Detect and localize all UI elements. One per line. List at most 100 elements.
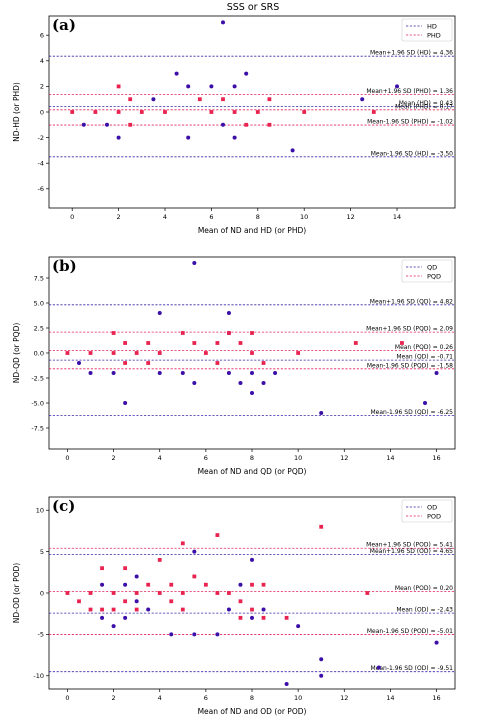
data-point-pqd — [261, 361, 266, 365]
data-point-phd — [116, 110, 121, 114]
x-tick-label: 10 — [294, 454, 302, 462]
legend-label: QD — [427, 263, 437, 271]
data-point-pqd — [157, 351, 162, 355]
legend-label: PQD — [427, 272, 441, 280]
reference-line-label: Mean (PQD) = 0.26 — [395, 344, 453, 351]
data-point-qd — [434, 371, 439, 375]
data-point-qd — [111, 371, 116, 375]
y-tick-label: -7.5 — [31, 424, 44, 432]
y-tick-label: -4 — [38, 160, 44, 168]
data-point-pqd — [111, 351, 116, 355]
data-point-hd — [186, 84, 191, 89]
reference-line-label: Mean-1.96 SD (POD) = -5.01 — [367, 628, 453, 635]
reference-line-label: Mean-1.96 SD (OD) = -9.51 — [370, 665, 453, 672]
panel-3: 0 2 4 6 8 10 12 14 16 -10 -5 0 5 10 Mean of ND and OD … — [12, 496, 456, 716]
data-point-phd — [116, 84, 121, 89]
data-point-hd — [232, 135, 237, 140]
y-tick-label: -5.0 — [31, 399, 44, 407]
data-point-pqd — [180, 331, 185, 335]
data-point-qd — [180, 371, 185, 375]
data-point-hd — [395, 84, 399, 89]
data-point-phd — [93, 110, 98, 114]
x-tick-label: 12 — [346, 213, 354, 221]
y-tick-label: -10 — [33, 672, 44, 680]
data-point-hd — [232, 84, 237, 89]
x-tick-label: 10 — [300, 213, 308, 221]
data-point-pqd — [88, 351, 93, 355]
data-point-pod — [180, 591, 185, 595]
data-point-phd — [267, 122, 272, 127]
y-tick-label: 0 — [40, 589, 44, 597]
x-tick-label: 14 — [386, 454, 394, 462]
data-point-phd — [197, 97, 202, 102]
data-point-pod — [123, 566, 128, 571]
data-point-hd — [81, 122, 86, 127]
x-tick-label: 8 — [250, 454, 254, 462]
data-point-hd — [186, 135, 191, 140]
data-point-pod — [146, 582, 151, 587]
data-point-phd — [128, 97, 133, 102]
legend-box — [401, 499, 453, 523]
data-point-pod — [203, 582, 208, 587]
data-point-od — [111, 624, 116, 629]
data-point-pqd — [203, 351, 208, 355]
data-point-pqd — [134, 351, 139, 355]
data-point-hd — [221, 20, 225, 25]
data-point-hd — [105, 122, 109, 127]
x-tick-label: 12 — [340, 694, 348, 702]
data-point-pod — [111, 591, 116, 595]
reference-line-label: Mean-1.96 SD (HD) = -3.50 — [371, 150, 453, 157]
legend-label: PHD — [427, 31, 441, 39]
data-point-od — [134, 574, 139, 579]
data-point-qd — [319, 411, 324, 415]
x-tick-label: 2 — [117, 213, 121, 221]
data-point-pod — [100, 566, 104, 571]
data-point-qd — [123, 401, 128, 405]
y-tick-label: 2 — [40, 83, 44, 91]
data-point-od — [376, 665, 381, 670]
data-point-hd — [221, 122, 225, 127]
data-point-phd — [128, 122, 133, 127]
x-tick-label: 2 — [112, 454, 116, 462]
x-tick-label: 8 — [256, 213, 260, 221]
data-point-pqd — [250, 351, 254, 355]
y-tick-label: 7.5 — [34, 274, 44, 282]
data-point-hd — [244, 71, 249, 76]
data-point-pod — [65, 591, 70, 595]
data-point-hd — [209, 84, 214, 89]
data-point-phd — [209, 110, 214, 114]
data-point-pqd — [400, 341, 404, 345]
data-point-phd — [244, 122, 249, 127]
reference-line-label: Mean+1.96 SD (PHD) = 1.36 — [366, 88, 453, 95]
data-point-hd — [174, 71, 179, 76]
data-point-pod — [238, 615, 243, 620]
data-point-od — [250, 615, 254, 620]
data-point-pod — [157, 557, 162, 562]
data-point-pqd — [227, 331, 231, 335]
data-point-od — [134, 599, 139, 604]
x-tick-label: 14 — [386, 694, 394, 702]
data-point-pqd — [250, 331, 254, 335]
data-point-od — [284, 682, 289, 687]
data-point-pod — [180, 541, 185, 546]
data-point-pqd — [65, 351, 70, 355]
data-point-od — [215, 632, 220, 637]
data-point-pod — [169, 599, 174, 604]
data-point-od — [296, 624, 301, 629]
data-point-pqd — [296, 351, 301, 355]
data-point-od — [434, 640, 439, 645]
x-tick-label: 6 — [209, 213, 213, 221]
reference-line-label: Mean (QD) = -0.71 — [396, 354, 453, 361]
data-point-pod — [250, 582, 254, 587]
data-point-pod — [250, 607, 254, 612]
reference-line-label: Mean-1.96 SD (QD) = -6.25 — [370, 409, 453, 416]
data-point-qd — [88, 371, 93, 375]
data-point-pod — [238, 599, 243, 604]
data-point-od — [192, 632, 197, 637]
data-point-od — [192, 549, 197, 554]
legend-box — [401, 18, 453, 42]
y-tick-label: -2.5 — [31, 374, 44, 382]
data-point-pqd — [123, 341, 128, 345]
